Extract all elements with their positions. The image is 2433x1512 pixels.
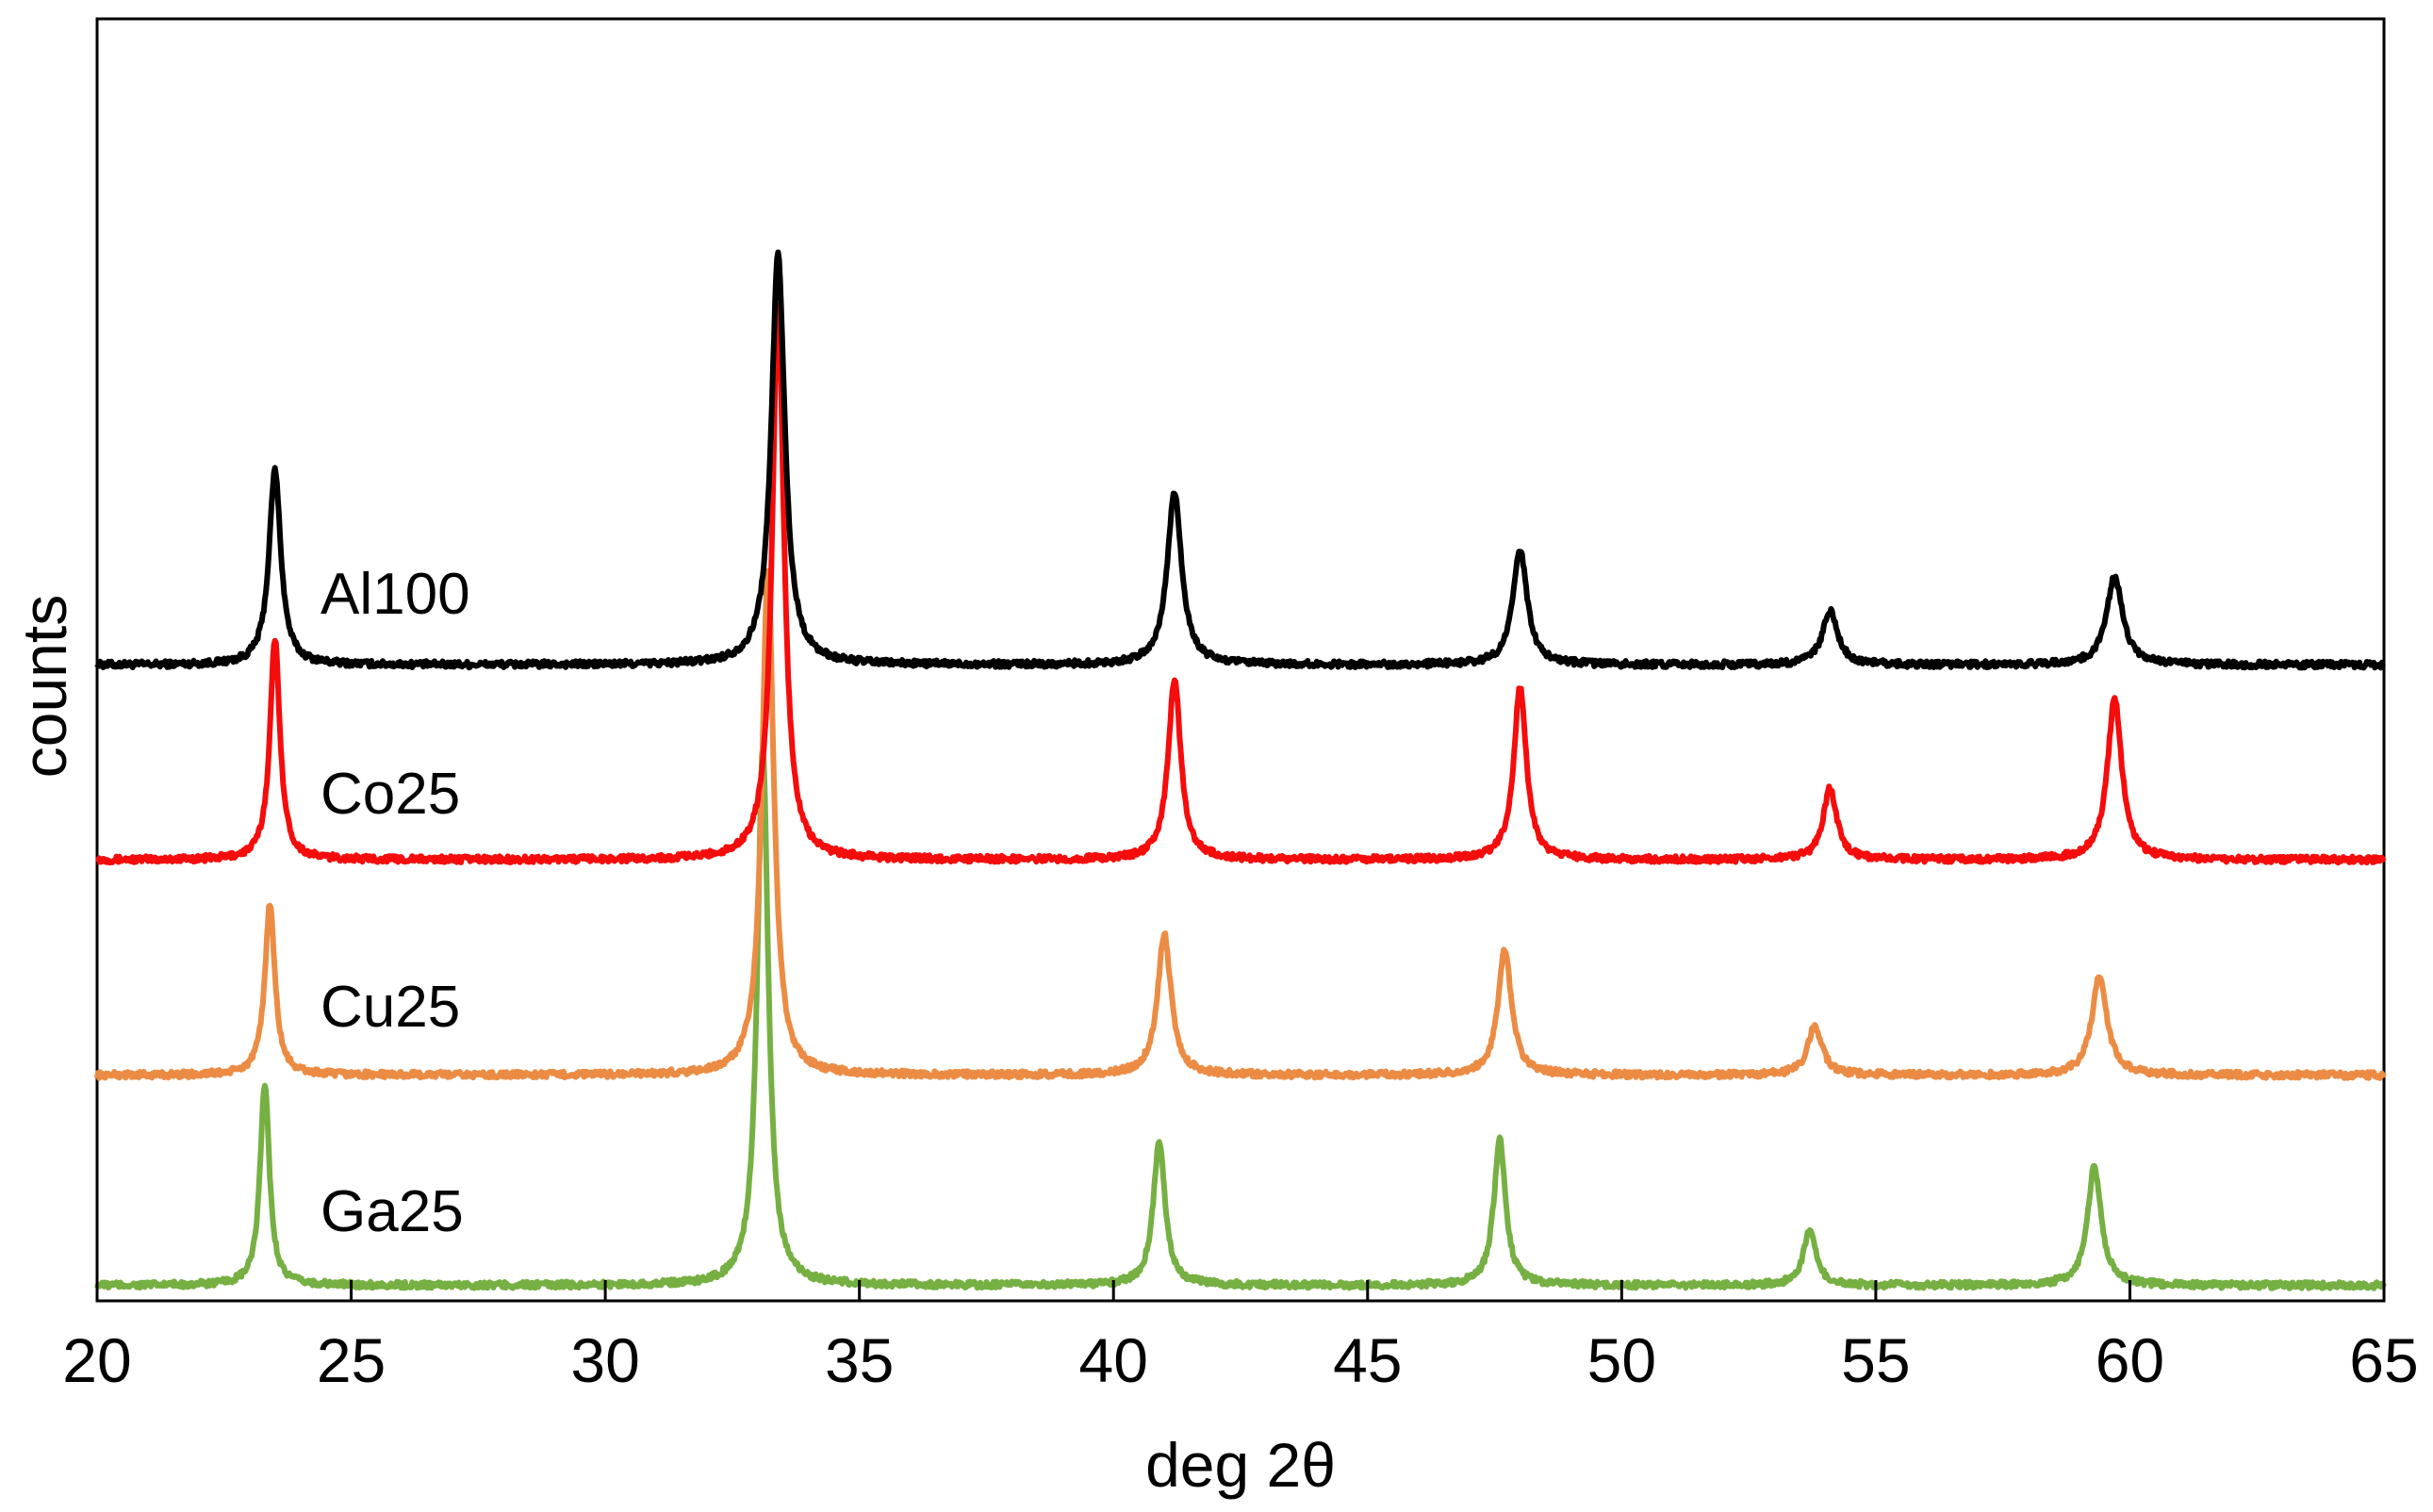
plot-area-frame [95, 17, 2386, 1303]
series-line-ga25 [94, 744, 2387, 1291]
series-label-co25: Co25 [321, 762, 460, 827]
x-tick-marks [95, 1280, 2386, 1301]
x-tick-label: 20 [62, 1325, 131, 1395]
x-tick-label: 65 [2349, 1325, 2418, 1395]
series-layer [94, 249, 2387, 1291]
series-line-al100 [94, 249, 2386, 671]
x-axis-title: deg 2θ [1145, 1430, 1336, 1500]
x-tick-label: 25 [317, 1325, 386, 1395]
x-tick-label: 45 [1333, 1325, 1402, 1395]
x-tick-label: 35 [825, 1325, 894, 1395]
series-line-co25 [95, 302, 2387, 866]
x-tick-label: 55 [1841, 1325, 1910, 1395]
x-tick-label: 50 [1587, 1325, 1656, 1395]
series-label-al100: Al100 [321, 562, 470, 627]
y-axis-title: counts [9, 595, 79, 778]
series-label-ga25: Ga25 [321, 1179, 464, 1244]
x-tick-label: 60 [2096, 1325, 2164, 1395]
x-tick-labels: 20 25 30 35 40 45 50 55 60 65 [62, 1325, 2418, 1395]
series-label-cu25: Cu25 [321, 975, 460, 1040]
x-tick-label: 40 [1079, 1325, 1148, 1395]
series-line-cu25 [94, 567, 2387, 1081]
x-tick-label: 30 [570, 1325, 639, 1395]
